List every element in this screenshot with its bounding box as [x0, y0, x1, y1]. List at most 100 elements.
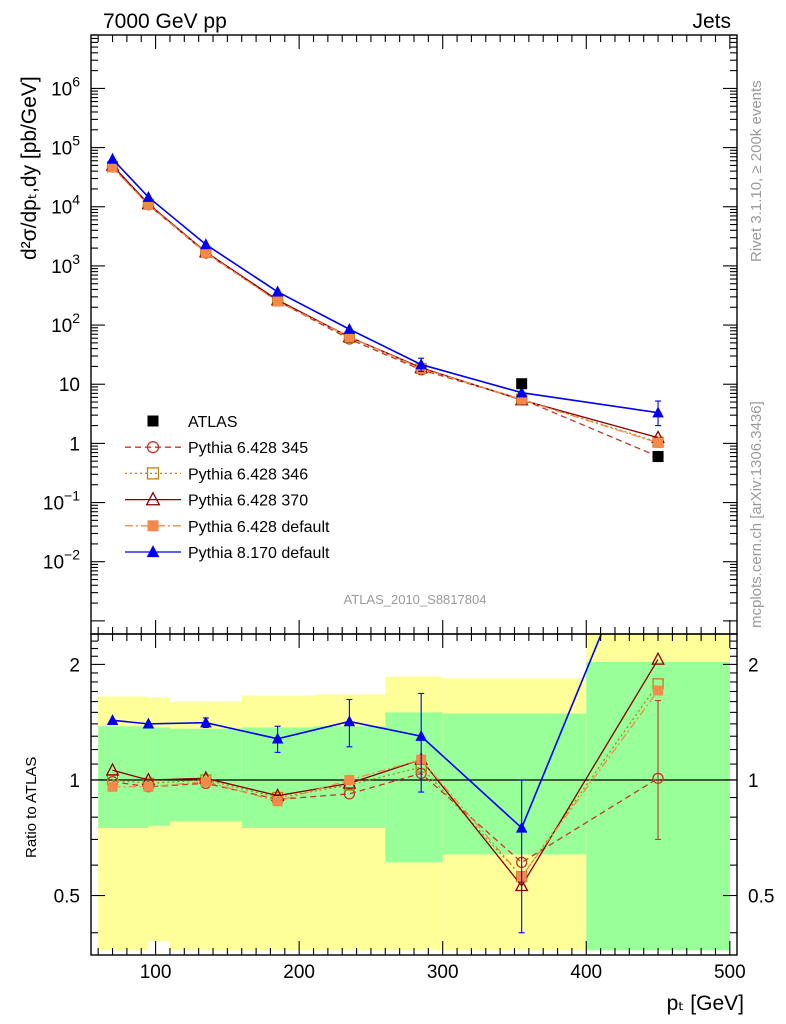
series-line: [112, 659, 659, 887]
marker-triangle: [515, 386, 528, 398]
marker-square-open: [146, 467, 160, 480]
marker-triangle: [343, 715, 356, 727]
legend-label: Pythia 6.428 default: [188, 519, 330, 536]
main-series-pythia-8-170-default: [106, 152, 664, 427]
series-line: [112, 634, 603, 830]
legend-entry: Pythia 6.428 default: [125, 519, 330, 536]
marker-square: [147, 520, 159, 532]
main-y-tick-label: 10−1: [43, 488, 80, 515]
header-left-label: 7000 GeV pp: [103, 10, 227, 33]
legend: ATLAS Pythia 6.428 345 Pythia 6.428 346 Pyt…: [125, 414, 330, 562]
marker-square: [653, 437, 664, 448]
axes-layer: 100 200 300 400 50010610510410310210110−110−…: [43, 34, 774, 983]
marker-square: [653, 685, 664, 696]
marker-square: [200, 247, 211, 258]
main-y-tick-label: 10: [59, 375, 80, 396]
green-band-bin: [148, 727, 170, 826]
legend-label: Pythia 6.428 345: [188, 440, 308, 457]
main-series-pythia-6-428-370: [105, 157, 665, 443]
main-series-group: [105, 152, 665, 463]
marker-square: [143, 781, 154, 792]
marker-circle-open: [652, 772, 664, 784]
main-y-tick-label: 104: [51, 192, 80, 219]
ratio-series-pythia-8-170-default: [106, 489, 664, 934]
green-band-bin: [442, 713, 587, 855]
series-layer: [105, 152, 665, 934]
main-y-axis-label: d²σ/dpₜ,dy [pb/GeV]: [18, 76, 41, 260]
marker-square: [272, 796, 283, 807]
legend-entry: Pythia 8.170 default: [125, 545, 330, 562]
marker-triangle: [142, 717, 155, 729]
marker-triangle: [343, 322, 356, 334]
x-axis-label: pₜ [GeV]: [667, 992, 744, 1015]
marker-square: [200, 776, 211, 787]
main-y-tick-label: 10−2: [43, 547, 80, 574]
marker-triangle: [271, 732, 284, 744]
ratio-y-tick-label: 1: [69, 771, 80, 792]
marker-square: [107, 162, 118, 173]
x-tick-label: 500: [714, 962, 746, 983]
main-y-tick-label: 105: [51, 133, 80, 160]
x-tick-label: 200: [283, 962, 315, 983]
main-y-tick-label: 1: [69, 434, 80, 455]
green-band-bin: [385, 712, 443, 863]
legend-entry: ATLAS: [147, 414, 238, 431]
marker-triangle: [652, 489, 664, 500]
marker-triangle-open: [651, 651, 665, 665]
ratio-y-tick-label-right: 0.5: [748, 887, 774, 908]
marker-triangle: [415, 729, 427, 741]
marker-square: [107, 781, 118, 792]
rivet-label: Rivet 3.1.10, ≥ 200k events: [748, 80, 765, 262]
marker-square: [344, 774, 355, 785]
mcplots-label: mcplots.cern.ch [arXiv:1306.3436]: [748, 401, 765, 628]
ratio-y-tick-label: 2: [69, 655, 80, 676]
main-series-pythia-6-428-default: [107, 162, 664, 448]
x-tick-label: 100: [140, 962, 172, 983]
header-right-label: Jets: [692, 10, 731, 33]
legend-label: Pythia 6.428 346: [188, 466, 308, 483]
marker-triangle: [415, 358, 427, 370]
series-line: [112, 683, 659, 878]
legend-entry: Pythia 6.428 370: [125, 491, 308, 510]
marker-square: [147, 415, 159, 427]
legend-entry: Pythia 6.428 346: [125, 466, 308, 483]
ratio-y-tick-label: 0.5: [54, 887, 80, 908]
series-line: [112, 164, 659, 439]
ratio-series-group: [105, 489, 665, 934]
marker-circle-open: [146, 441, 160, 454]
marker-square: [272, 296, 283, 307]
marker-circle-open: [343, 788, 356, 800]
legend-entry: Pythia 6.428 345: [125, 440, 308, 457]
series-line: [111, 158, 659, 414]
marker-triangle: [200, 716, 212, 728]
marker-triangle-open: [145, 491, 161, 506]
legend-label: Pythia 6.428 370: [188, 493, 308, 510]
marker-square: [652, 451, 664, 463]
marker-square: [143, 199, 154, 210]
main-series-pythia-6-428-346: [106, 161, 664, 448]
marker-square: [516, 378, 528, 390]
marker-triangle: [271, 285, 284, 297]
ratio-y-tick-label-right: 2: [748, 655, 759, 676]
marker-triangle: [146, 545, 160, 558]
marker-square: [516, 394, 527, 405]
series-line: [112, 772, 659, 864]
marker-triangle: [652, 406, 664, 418]
x-tick-label: 400: [570, 962, 602, 983]
green-band-bin: [98, 726, 149, 828]
marker-square: [344, 331, 355, 342]
series-line: [112, 167, 659, 444]
ratio-y-axis-label: Ratio to ATLAS: [23, 757, 40, 858]
marker-triangle: [515, 821, 528, 833]
ratio-y-tick-label-right: 1: [748, 771, 759, 792]
analysis-id-label: ATLAS_2010_S8817804: [344, 592, 487, 607]
main-y-tick-label: 103: [51, 251, 80, 278]
marker-triangle-open: [105, 762, 120, 776]
marker-triangle: [106, 714, 119, 726]
legend-label: Pythia 8.170 default: [188, 545, 330, 562]
marker-triangle: [106, 152, 119, 164]
marker-triangle: [142, 190, 155, 202]
x-tick-label: 300: [427, 962, 459, 983]
main-series-atlas: [516, 378, 664, 463]
